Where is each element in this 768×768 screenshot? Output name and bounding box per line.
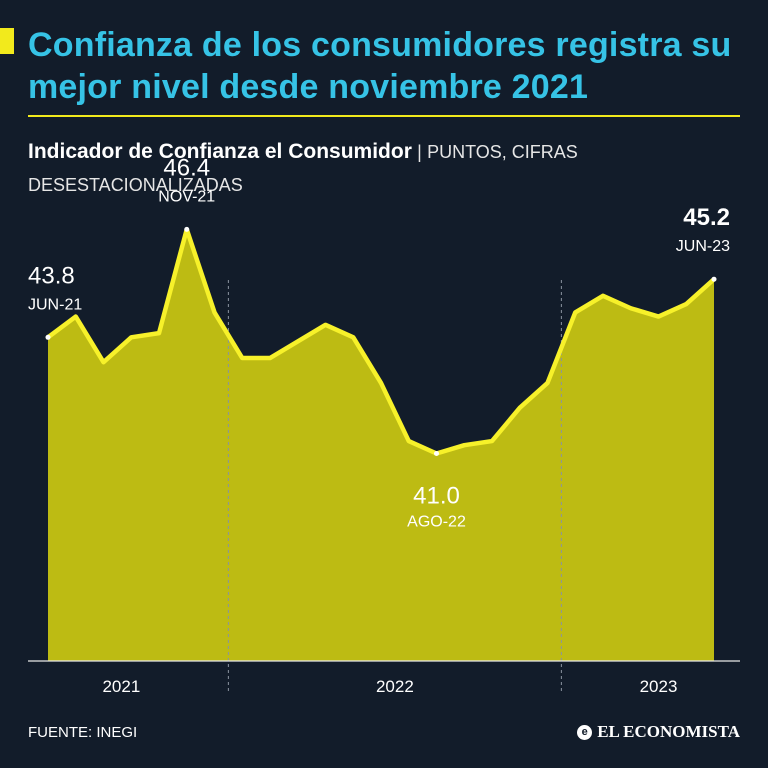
data-point-nov-21 (184, 226, 190, 232)
x-tick-label-2021: 2021 (102, 677, 140, 696)
brand-logo: e EL ECONOMISTA (577, 722, 740, 742)
data-point-jun-21 (45, 334, 51, 340)
annotation-date-nov-21: NOV-21 (158, 188, 215, 205)
area-fill (48, 229, 714, 661)
indicator-name: Indicador de Confianza el Consumidor (28, 140, 412, 163)
data-point-ago-22 (434, 451, 439, 456)
annotation-date-jun-23: JUN-23 (676, 238, 730, 255)
annotation-value-nov-21: 46.4 (163, 154, 210, 181)
source-note: FUENTE: INEGI (28, 724, 138, 741)
annotation-date-ago-22: AGO-22 (407, 514, 466, 531)
x-tick-label-2023: 2023 (640, 677, 678, 696)
data-point-jun-23 (711, 276, 717, 282)
brand-name: EL ECONOMISTA (597, 722, 740, 741)
chart-subtitle: Indicador de Confianza el Consumidor | P… (28, 136, 748, 202)
units-label: PUNTOS, CIFRAS DESESTACIONALIZADAS (28, 142, 578, 195)
annotation-value-jun-23: 45.2 (683, 204, 730, 231)
brand-globe-icon: e (577, 724, 593, 740)
subtitle-separator: | (417, 142, 422, 162)
title-rule (28, 115, 740, 117)
headline: Confianza de los consumidores registra s… (28, 26, 732, 106)
annotation-date-jun-21: JUN-21 (28, 296, 82, 313)
annotation-value-jun-21: 43.8 (28, 262, 75, 289)
x-tick-label-2022: 2022 (376, 677, 414, 696)
accent-bar (0, 28, 14, 54)
annotation-value-ago-22: 41.0 (413, 483, 460, 510)
